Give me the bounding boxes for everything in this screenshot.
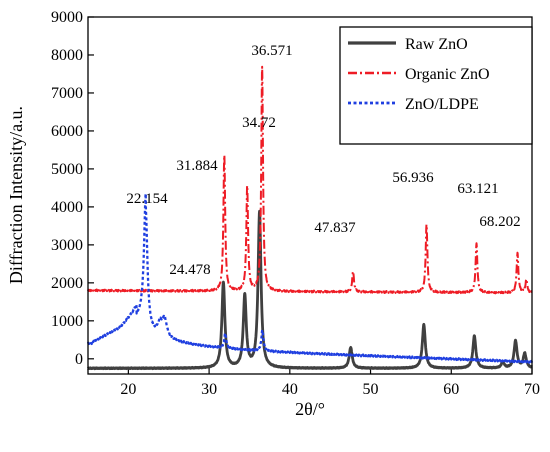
- peak-label-34-72: 34.72: [242, 115, 276, 131]
- legend-label-0: Raw ZnO: [405, 36, 468, 53]
- peak-annotations: 22.154 24.478 31.884 34.72 36.571 47.837 56.93…: [126, 43, 520, 278]
- y-tick-labels: 0 1000 2000 3000 4000 5000 6000 7000 8000 9000: [51, 9, 83, 368]
- x-tick-label: 20: [120, 381, 136, 398]
- y-tick-label: 2000: [51, 275, 83, 292]
- series-line-0: [86, 209, 534, 371]
- y-tick-label: 8000: [51, 47, 83, 64]
- y-tick-label: 6000: [51, 123, 83, 140]
- plot-frame: [87, 16, 533, 375]
- x-tick-labels: 20 30 40 50 60 70: [120, 381, 540, 398]
- y-tick-label: 1000: [51, 313, 83, 330]
- x-tick-label: 40: [282, 381, 298, 398]
- y-tick-label: 5000: [51, 161, 83, 178]
- y-tick-label: 7000: [51, 85, 83, 102]
- x-tick-label: 60: [443, 381, 459, 398]
- peak-label-24-478: 24.478: [169, 262, 210, 278]
- legend-label-1: Organic ZnO: [405, 66, 490, 83]
- x-tick-label: 50: [363, 381, 379, 398]
- peak-label-63-121: 63.121: [457, 181, 498, 197]
- peak-label-47-837: 47.837: [314, 220, 356, 236]
- legend-label-2: ZnO/LDPE: [405, 96, 479, 113]
- peak-label-68-202: 68.202: [479, 214, 520, 230]
- y-tick-label: 0: [75, 351, 83, 368]
- x-tick-label: 70: [524, 381, 540, 398]
- series-line-1: [87, 65, 533, 295]
- legend-box: [339, 26, 533, 145]
- x-tick-label: 30: [201, 381, 217, 398]
- y-axis-label: Diffraction Intensity/a.u.: [6, 106, 26, 284]
- peak-label-22-154: 22.154: [126, 191, 168, 207]
- peak-label-31-884: 31.884: [176, 158, 218, 174]
- y-tick-label: 3000: [51, 237, 83, 254]
- x-axis-label: 2θ/°: [295, 399, 325, 419]
- series-line-2: [86, 192, 534, 364]
- series-layer: [86, 65, 534, 371]
- peak-label-36-571: 36.571: [251, 43, 292, 59]
- peak-label-56-936: 56.936: [392, 170, 434, 186]
- y-tick-label: 9000: [51, 9, 83, 26]
- legend: Raw ZnO Organic ZnO ZnO/LDPE: [339, 26, 533, 145]
- y-tick-label: 4000: [51, 199, 83, 216]
